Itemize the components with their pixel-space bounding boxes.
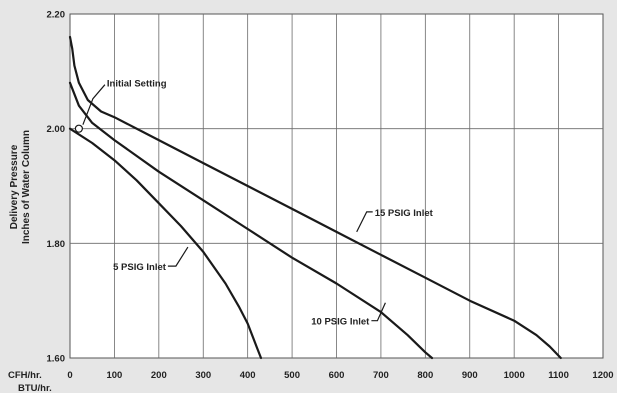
- series-lines: [68, 35, 562, 360]
- annotation-leader: [371, 302, 386, 322]
- x-tick-label: 300: [195, 370, 211, 381]
- series-line: [68, 35, 562, 360]
- y-tick-label: 2.00: [47, 124, 66, 135]
- annotations: Initial Setting 15 PSIG Inlet 10 PSIG Inle…: [74, 79, 434, 328]
- annotation-leader: [356, 211, 373, 233]
- y-tick-label: 2.20: [47, 10, 66, 21]
- x-tick-label: 100: [106, 370, 122, 381]
- x-tick-label: 0: [67, 370, 72, 381]
- x-tick-label: 500: [284, 370, 300, 381]
- y-tick-label: 1.60: [47, 354, 66, 365]
- annotation-label: 5 PSIG Inlet: [113, 262, 167, 273]
- annotation-label: 15 PSIG Inlet: [375, 208, 434, 219]
- y-axis-label-line-2: Inches of Water Column: [21, 130, 32, 244]
- x-tick-label: 400: [240, 370, 256, 381]
- y-tick-labels: 1.60 1.80 2.00 2.20: [47, 10, 66, 365]
- x-tick-label: 800: [417, 370, 433, 381]
- gridlines: [69, 13, 604, 359]
- x-tick-label: 900: [462, 370, 478, 381]
- annotation-leader: [82, 84, 106, 125]
- x-tick-label: 1200: [592, 370, 613, 381]
- y-tick-label: 1.80: [47, 239, 66, 250]
- x-tick-label: 200: [151, 370, 167, 381]
- x-tick-label: 1000: [504, 370, 525, 381]
- x-tick-labels: 0 100 200 300 400 500 600 700 800 900 1000 1100 1200: [67, 370, 613, 381]
- x-axis-label-cfh: CFH/hr.: [8, 370, 42, 381]
- series-line: [68, 81, 434, 360]
- annotation-label: 10 PSIG Inlet: [311, 317, 370, 328]
- annotation-label: Initial Setting: [107, 79, 167, 90]
- annotation-leader: [167, 246, 189, 267]
- x-tick-label: 1100: [548, 370, 569, 381]
- series-line: [68, 127, 263, 360]
- initial-setting-marker: [74, 124, 83, 133]
- x-axis-label-btu: BTU/hr.: [18, 383, 52, 393]
- x-tick-label: 700: [373, 370, 389, 381]
- y-axis-label-line-1: Delivery Pressure: [9, 144, 20, 229]
- x-tick-label: 600: [329, 370, 345, 381]
